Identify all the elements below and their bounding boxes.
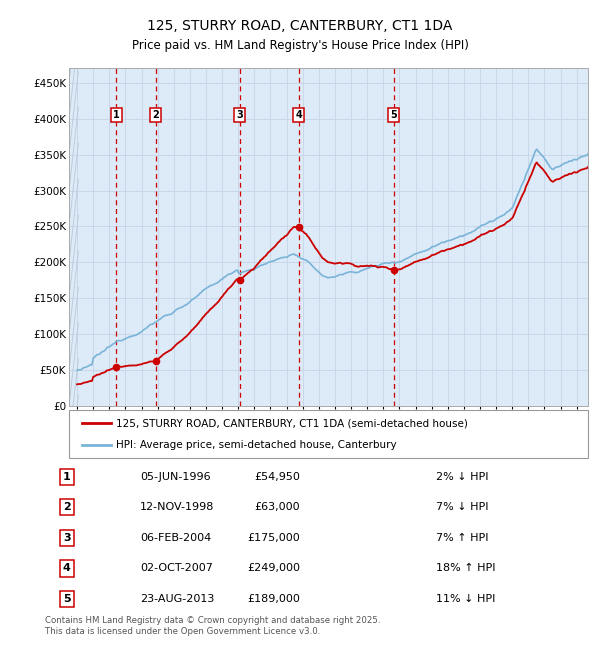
Text: 18% ↑ HPI: 18% ↑ HPI <box>436 564 496 573</box>
Text: £189,000: £189,000 <box>247 594 300 604</box>
Text: £63,000: £63,000 <box>254 502 300 512</box>
Text: 7% ↓ HPI: 7% ↓ HPI <box>436 502 488 512</box>
Text: £175,000: £175,000 <box>247 533 300 543</box>
Text: 3: 3 <box>236 110 243 120</box>
Text: 05-JUN-1996: 05-JUN-1996 <box>140 472 211 482</box>
Text: 4: 4 <box>63 564 71 573</box>
Text: 2: 2 <box>152 110 159 120</box>
Polygon shape <box>69 68 79 406</box>
FancyBboxPatch shape <box>69 410 588 458</box>
Text: 2: 2 <box>63 502 71 512</box>
Text: 125, STURRY ROAD, CANTERBURY, CT1 1DA (semi-detached house): 125, STURRY ROAD, CANTERBURY, CT1 1DA (s… <box>116 418 467 428</box>
Text: 11% ↓ HPI: 11% ↓ HPI <box>436 594 496 604</box>
Text: £54,950: £54,950 <box>254 472 300 482</box>
Text: 7% ↑ HPI: 7% ↑ HPI <box>436 533 488 543</box>
Text: HPI: Average price, semi-detached house, Canterbury: HPI: Average price, semi-detached house,… <box>116 439 397 450</box>
Text: Contains HM Land Registry data © Crown copyright and database right 2025.
This d: Contains HM Land Registry data © Crown c… <box>45 616 380 636</box>
Text: £249,000: £249,000 <box>247 564 300 573</box>
Text: 02-OCT-2007: 02-OCT-2007 <box>140 564 213 573</box>
Text: 06-FEB-2004: 06-FEB-2004 <box>140 533 211 543</box>
Text: 4: 4 <box>295 110 302 120</box>
Text: 5: 5 <box>63 594 71 604</box>
Text: 125, STURRY ROAD, CANTERBURY, CT1 1DA: 125, STURRY ROAD, CANTERBURY, CT1 1DA <box>148 20 452 34</box>
Text: 23-AUG-2013: 23-AUG-2013 <box>140 594 214 604</box>
Text: 2% ↓ HPI: 2% ↓ HPI <box>436 472 488 482</box>
Text: 1: 1 <box>113 110 119 120</box>
Text: 12-NOV-1998: 12-NOV-1998 <box>140 502 214 512</box>
Text: 3: 3 <box>63 533 71 543</box>
Text: 1: 1 <box>63 472 71 482</box>
Text: 5: 5 <box>391 110 397 120</box>
Text: Price paid vs. HM Land Registry's House Price Index (HPI): Price paid vs. HM Land Registry's House … <box>131 39 469 52</box>
